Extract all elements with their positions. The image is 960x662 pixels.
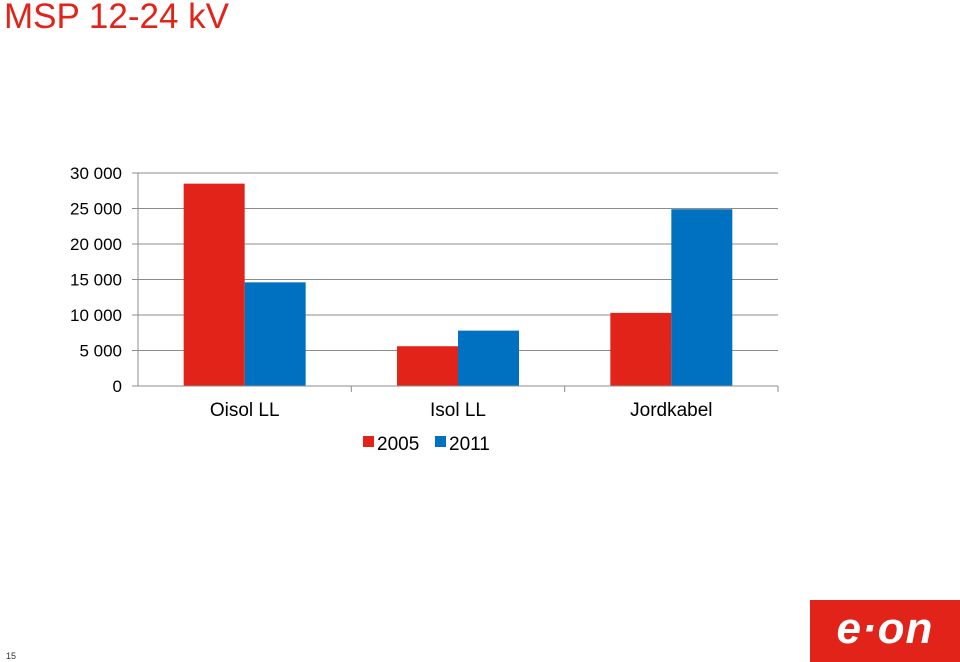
x-tick-labels: Oisol LL Isol LL Jordkabel bbox=[210, 400, 713, 421]
eon-logo-text: e·on bbox=[836, 604, 934, 653]
y-tick-labels: 0 5 000 10 000 15 000 20 000 25 000 30 000 bbox=[70, 164, 122, 396]
slide-title: MSP 12-24 kV bbox=[4, 0, 230, 36]
bar-2011-1 bbox=[458, 330, 519, 386]
bar-2011-0 bbox=[244, 282, 306, 386]
axes bbox=[132, 172, 779, 392]
legend-label-2005: 2005 bbox=[377, 434, 419, 455]
legend-label-2011: 2011 bbox=[449, 434, 490, 455]
bars bbox=[183, 183, 733, 386]
y-tick-label: 20 000 bbox=[70, 235, 122, 254]
bar-2005-0 bbox=[183, 183, 245, 386]
y-tick-label: 0 bbox=[113, 377, 122, 396]
y-tick-label: 15 000 bbox=[70, 271, 122, 290]
legend-swatch-2005 bbox=[363, 436, 374, 447]
y-tick-label: 25 000 bbox=[70, 200, 122, 219]
page-number: 15 bbox=[6, 651, 17, 661]
y-tick-label: 30 000 bbox=[70, 164, 122, 183]
bar-2011-2 bbox=[671, 209, 733, 386]
legend-swatch-2011 bbox=[435, 436, 446, 447]
eon-logo: e·on bbox=[810, 600, 960, 662]
y-tick-label: 10 000 bbox=[70, 306, 122, 325]
x-tick-label: Oisol LL bbox=[210, 400, 280, 421]
legend: 2005 2011 bbox=[363, 434, 490, 455]
x-tick-label: Jordkabel bbox=[630, 400, 712, 421]
bar-2005-1 bbox=[397, 346, 458, 386]
x-tick-label: Isol LL bbox=[430, 400, 486, 421]
y-tick-label: 5 000 bbox=[79, 342, 122, 361]
bar-chart: 0 5 000 10 000 15 000 20 000 25 000 30 000 Ois… bbox=[70, 164, 779, 455]
bar-2005-2 bbox=[610, 312, 672, 386]
